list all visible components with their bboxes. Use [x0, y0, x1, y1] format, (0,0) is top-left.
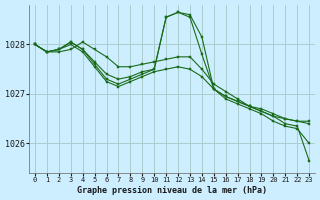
X-axis label: Graphe pression niveau de la mer (hPa): Graphe pression niveau de la mer (hPa)	[77, 186, 267, 195]
